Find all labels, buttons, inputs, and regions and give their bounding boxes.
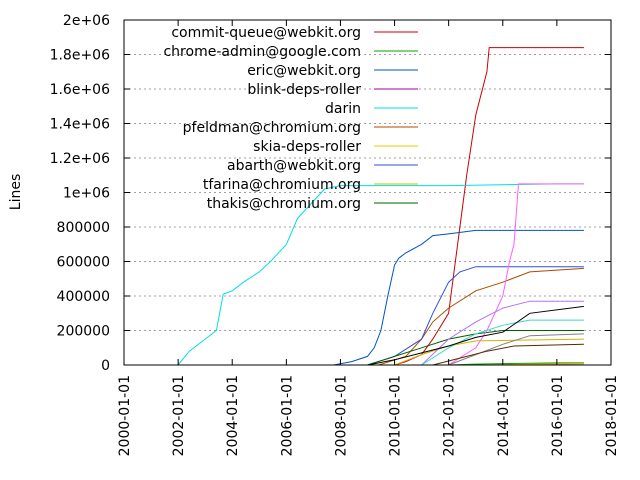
x-tick-label: 2006-01-01	[279, 375, 295, 456]
y-tick-label: 1.2e+06	[50, 151, 111, 167]
series-line-5	[378, 267, 584, 366]
series-line-1	[448, 362, 584, 366]
series-line-2	[333, 229, 584, 366]
y-tick-label: 2e+06	[63, 13, 110, 29]
legend-label: pfeldman@chromium.org	[183, 120, 361, 136]
x-tick-label: 2000-01-01	[117, 375, 133, 456]
y-tick-label: 600000	[57, 255, 110, 271]
y-tick-label: 400000	[57, 289, 110, 305]
grid-lines	[124, 54, 611, 331]
x-tick-label: 2004-01-01	[225, 375, 241, 456]
y-tick-label: 200000	[57, 324, 110, 340]
legend-label: abarth@webkit.org	[227, 158, 361, 174]
legend-label: chrome-admin@google.com	[163, 44, 361, 60]
series-line-4	[177, 183, 584, 366]
series-line-14	[448, 333, 584, 366]
series-line-7	[367, 266, 584, 366]
x-tick-label: 2010-01-01	[388, 375, 404, 456]
x-tick-label: 2012-01-01	[442, 375, 458, 456]
legend-label: darin	[325, 101, 361, 117]
plot-frame	[123, 19, 612, 366]
y-axis-label: Lines	[8, 174, 24, 210]
legend-label: commit-queue@webkit.org	[171, 25, 361, 41]
legend-label: thakis@chromium.org	[207, 196, 361, 212]
x-tick-label: 2002-01-01	[171, 375, 187, 456]
legend-label: blink-deps-roller	[247, 82, 361, 98]
y-tick-label: 1.6e+06	[50, 82, 111, 98]
legend-label: tfarina@chromium.org	[203, 177, 361, 193]
series-line-15	[432, 343, 584, 366]
legend: commit-queue@webkit.org chrome-admin@goog…	[163, 25, 418, 212]
x-tick-label: 2018-01-01	[604, 375, 620, 456]
series-line-11	[421, 300, 584, 366]
y-tick-label: 0	[101, 358, 110, 374]
y-tick-label: 800000	[57, 220, 110, 236]
x-tick-label: 2008-01-01	[333, 375, 349, 456]
series-lines	[177, 47, 584, 366]
series-line-12	[421, 319, 584, 366]
y-tick-label: 1.4e+06	[50, 117, 111, 133]
series-line-10	[448, 183, 584, 366]
x-tick-label: 2016-01-01	[550, 375, 566, 456]
x-tick-label: 2014-01-01	[496, 375, 512, 456]
series-line-13	[367, 305, 584, 366]
series-line-0	[394, 47, 584, 366]
y-tick-label: 1e+06	[63, 186, 110, 202]
legend-label: eric@webkit.org	[247, 63, 361, 79]
legend-label: skia-deps-roller	[253, 139, 361, 155]
y-tick-label: 1.8e+06	[50, 48, 111, 64]
y-axis-ticks: 0 200000 400000 600000 800000 1e+06 1.2e+06 1.4…	[50, 13, 611, 374]
x-axis-ticks: 2000-01-01 2002-01-01 2004-01-01 2006-01-01…	[117, 20, 620, 456]
